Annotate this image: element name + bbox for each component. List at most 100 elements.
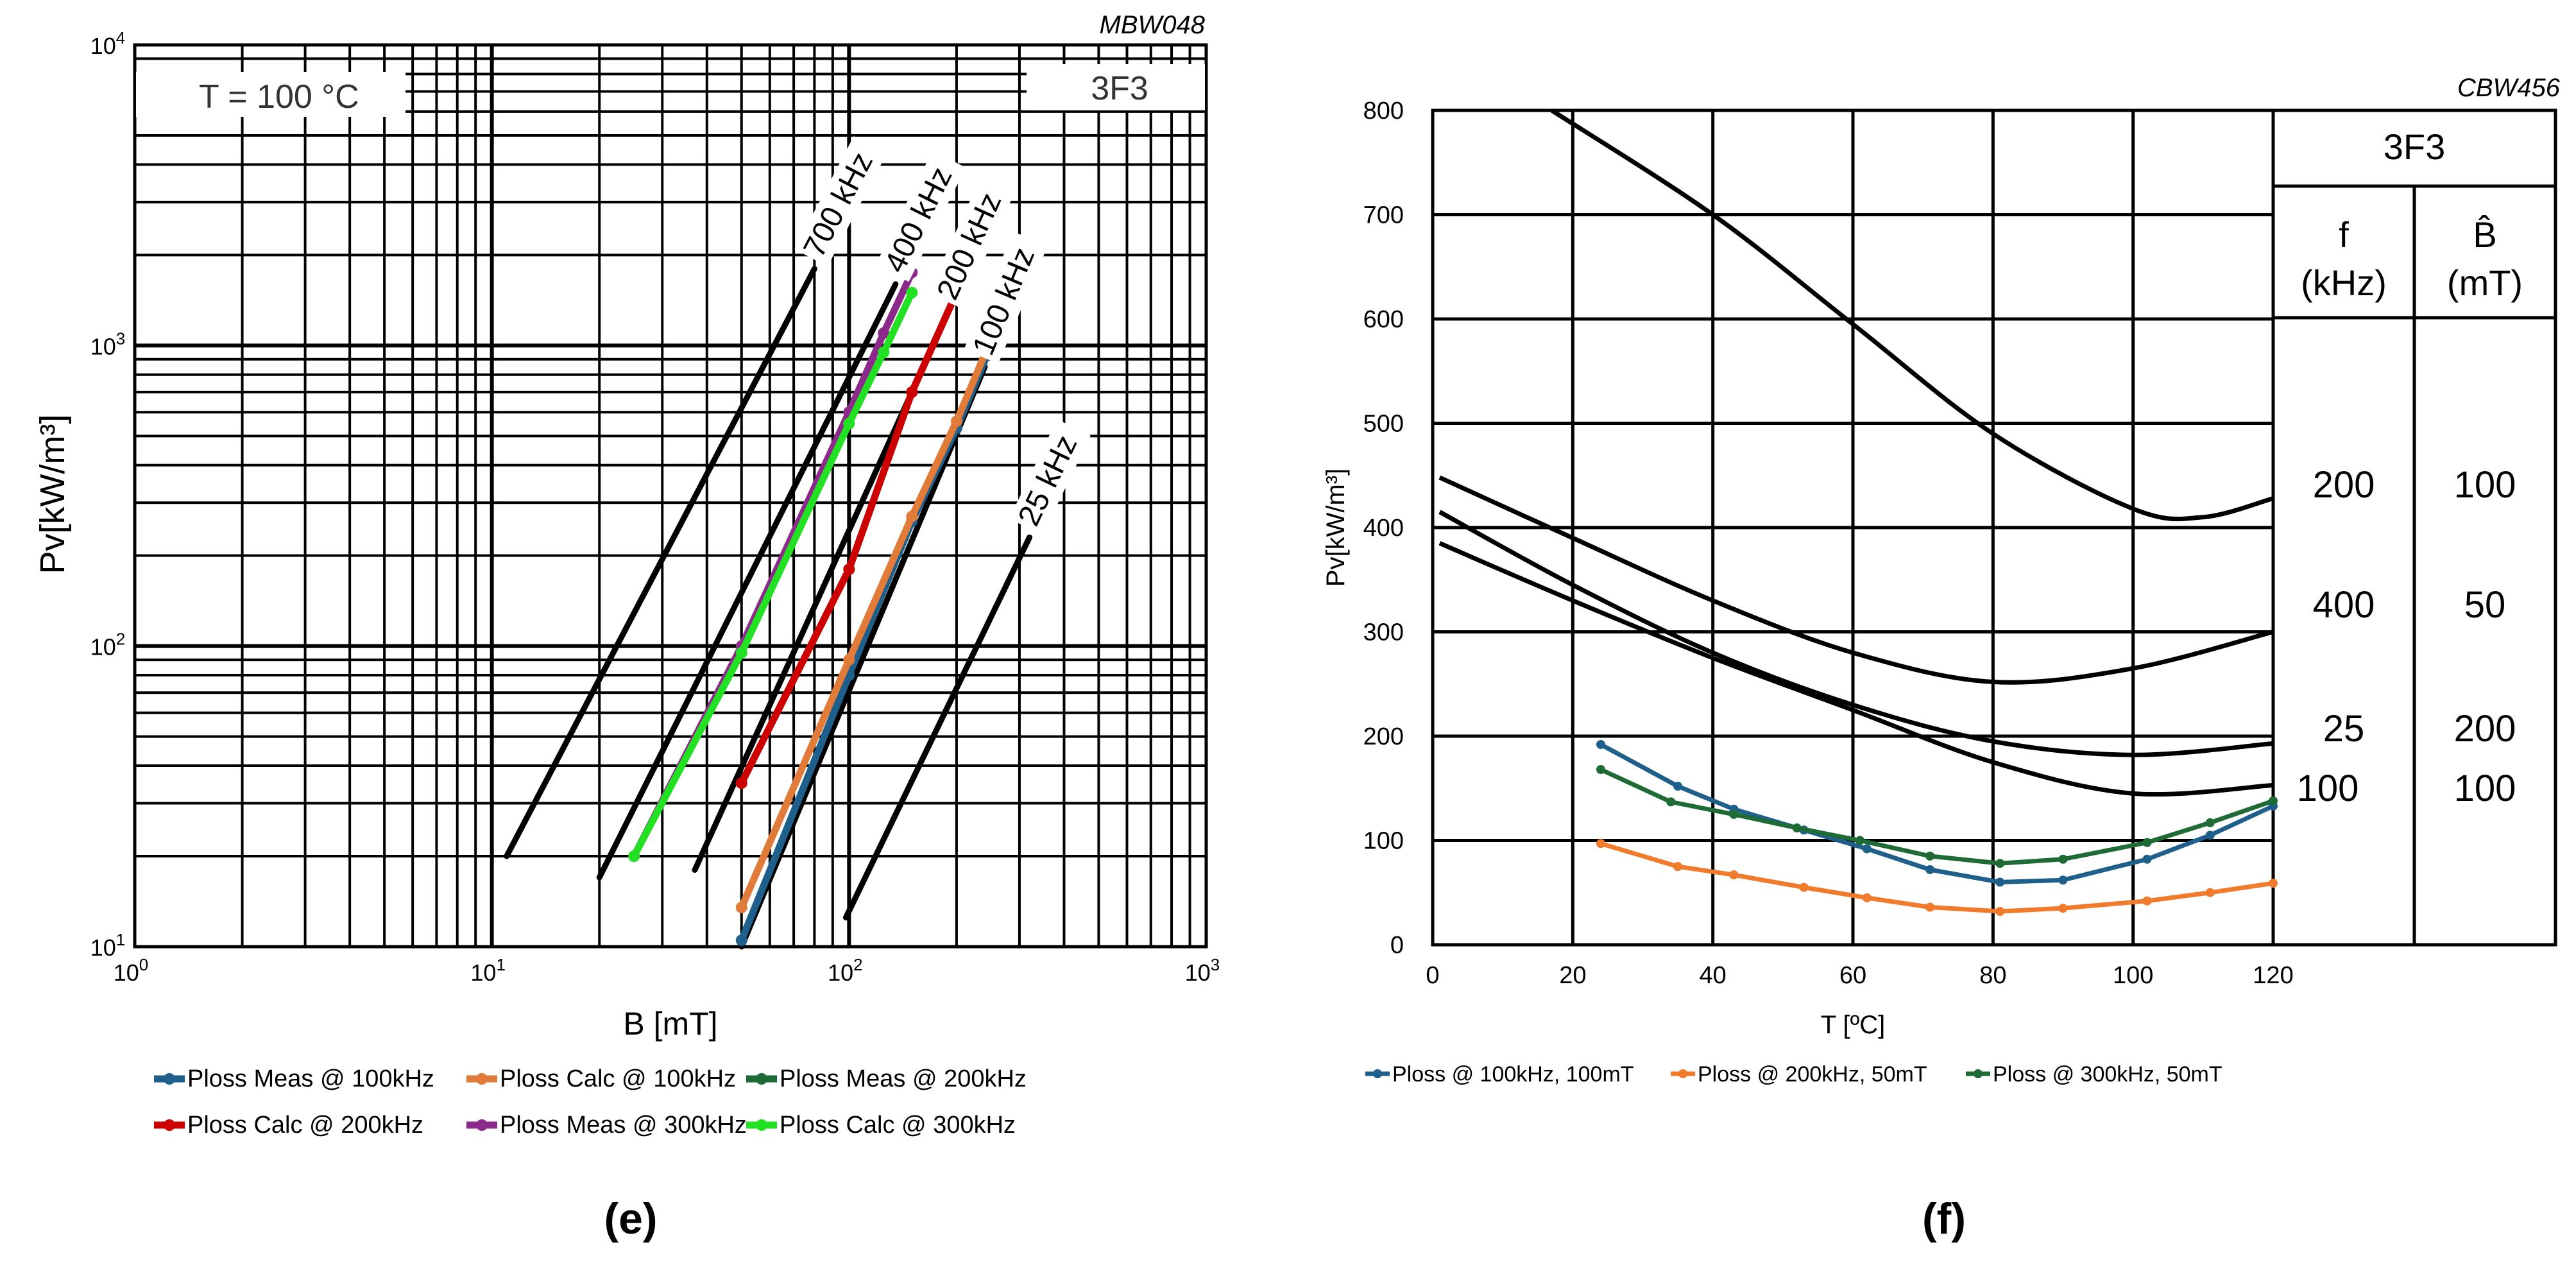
table-row-f: 25 (2323, 708, 2365, 750)
legend-label: Ploss Meas @ 200kHz (780, 1065, 1027, 1092)
y-tick-label: 600 (1363, 306, 1404, 333)
chart-panel-f: 3F3 f (kHz) B̂ (mT) 200 100 400 50 25 20… (1322, 74, 2561, 1243)
data-point (2058, 904, 2068, 913)
data-point (2205, 830, 2215, 840)
data-point (906, 286, 918, 298)
table-row-b: 50 (2464, 584, 2506, 626)
data-point (1666, 797, 1676, 807)
data-point (2142, 896, 2152, 906)
legend-marker (756, 1119, 767, 1131)
data-point (2205, 888, 2215, 897)
legend-marker (1678, 1069, 1687, 1078)
data-point (950, 415, 962, 427)
y-tick-label: 300 (1363, 619, 1404, 646)
y-tick-label: 104 (90, 28, 126, 59)
data-point (843, 417, 855, 429)
data-point (1729, 809, 1739, 819)
data-point (878, 327, 890, 339)
x-tick-label: 101 (470, 955, 506, 986)
corner-label-f: CBW456 (2457, 74, 2561, 102)
data-point (1596, 765, 1605, 774)
data-point (1925, 865, 1935, 874)
legend-marker (476, 1073, 488, 1085)
series-f (1596, 740, 2278, 916)
y-ticks-f: 0 100 200 300 400 500 600 700 800 (1363, 98, 1404, 959)
y-tick-label: 103 (90, 329, 126, 359)
data-point (906, 386, 918, 398)
legend-e: Ploss Meas @ 100kHz Ploss Calc @ 100kHz Pl… (154, 1065, 1027, 1139)
reference-curve (1438, 475, 2274, 685)
y-tick-label: 200 (1363, 723, 1404, 750)
y-tick-label: 400 (1363, 515, 1404, 542)
reference-curve (1550, 108, 2274, 522)
data-point (906, 510, 918, 522)
x-tick-label: 0 (1426, 962, 1439, 989)
data-point (1673, 782, 1683, 791)
table-row-b: 200 (2454, 708, 2516, 750)
data-point (1995, 907, 2005, 916)
corner-label-e: MBW048 (1100, 11, 1206, 39)
data-point (878, 346, 890, 358)
data-point (1596, 839, 1605, 848)
reference-curve (596, 281, 899, 881)
legend-marker (1974, 1069, 1983, 1078)
reference-curve (1438, 541, 2274, 797)
x-tick-label: 100 (2113, 962, 2153, 989)
data-point (1855, 836, 1864, 845)
reference-curve (842, 534, 1033, 921)
material-label-e: 3F3 (1091, 70, 1148, 107)
legend-label: Ploss Calc @ 200kHz (187, 1112, 423, 1139)
data-point (2269, 796, 2278, 805)
data-point (1995, 859, 2005, 868)
legend-marker (756, 1073, 767, 1085)
data-point (843, 564, 855, 576)
x-tick-label: 102 (828, 955, 863, 986)
reference-curve (1438, 510, 2274, 757)
x-tick-label: 80 (1979, 962, 2006, 989)
table-row-b: 100 (2454, 768, 2516, 809)
data-point (2205, 818, 2215, 827)
legend-label: Ploss Meas @ 100kHz (187, 1065, 434, 1092)
x-ticks-e: 100 101 102 103 (114, 955, 1220, 986)
reference-label-bg (964, 231, 1048, 364)
data-point (1799, 882, 1809, 892)
reference-label-bg (1009, 419, 1091, 535)
y-tick-label: 800 (1363, 98, 1404, 125)
legend-f: Ploss @ 100kHz, 100mT Ploss @ 200kHz, 50m… (1365, 1062, 2222, 1087)
legend-label: Ploss @ 200kHz, 50mT (1698, 1062, 1927, 1087)
x-tick-label: 100 (114, 955, 149, 986)
panel-label-f: (f) (1922, 1194, 1966, 1243)
grid-f (1433, 110, 2273, 945)
legend-label: Ploss @ 100kHz, 100mT (1392, 1062, 1634, 1087)
table-row-f: 400 (2313, 584, 2375, 626)
x-axis-title-f: T [ºC] (1821, 1011, 1886, 1039)
legend-marker (164, 1119, 175, 1131)
legend-label: Ploss Calc @ 100kHz (500, 1065, 736, 1092)
data-point (1925, 851, 1935, 861)
series-line (1600, 841, 2274, 914)
reference-label-bg (794, 136, 887, 267)
x-tick-label: 20 (1559, 962, 1586, 989)
data-point (843, 654, 855, 666)
table-title: 3F3 (2384, 126, 2446, 167)
data-point (735, 647, 747, 659)
material-label-box (1027, 64, 1205, 110)
data-point (1995, 877, 2005, 887)
table-row-b: 100 (2454, 464, 2516, 506)
x-tick-label: 120 (2253, 962, 2293, 989)
material-table: 3F3 f (kHz) B̂ (mT) 200 100 400 50 25 20… (2271, 108, 2557, 947)
reference-curve (504, 266, 817, 859)
x-tick-label: 40 (1700, 962, 1727, 989)
plot-frame-e (133, 43, 1208, 949)
data-point (1862, 893, 1872, 902)
y-tick-label: 700 (1363, 202, 1404, 229)
reference-label-bg (928, 176, 1015, 309)
legend-marker (476, 1119, 488, 1131)
reference-curves-f (1438, 108, 2274, 797)
x-tick-label: 60 (1839, 962, 1866, 989)
y-tick-label: 101 (90, 930, 126, 961)
table-row-f: 100 (2297, 768, 2359, 809)
reference-label-bg (875, 151, 966, 282)
series-line (1599, 742, 2274, 884)
data-point (628, 850, 640, 863)
